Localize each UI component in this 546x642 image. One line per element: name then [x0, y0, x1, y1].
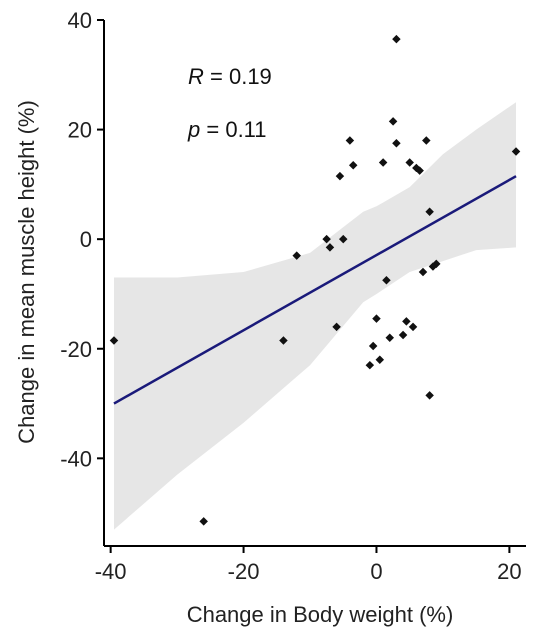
data-point	[382, 276, 391, 285]
x-tick-label: 20	[497, 559, 521, 584]
data-point	[418, 267, 428, 277]
data-point	[432, 259, 441, 269]
data-point	[375, 355, 385, 364]
data-point	[368, 341, 378, 351]
data-point	[385, 333, 395, 343]
data-point	[388, 117, 398, 126]
data-point	[425, 391, 434, 400]
data-point	[365, 360, 375, 370]
r-annotation-value: = 0.19	[210, 64, 272, 89]
data-point	[392, 139, 401, 148]
y-tick-label: 20	[68, 118, 92, 143]
x-tick-label: -20	[228, 559, 260, 584]
x-tick-label: -40	[95, 559, 127, 584]
data-point	[322, 234, 331, 244]
data-point	[292, 251, 301, 260]
data-point	[345, 136, 355, 145]
regression-line	[113, 175, 517, 405]
data-point	[378, 158, 388, 167]
data-point	[332, 322, 341, 332]
y-tick-label: -40	[60, 446, 92, 471]
data-point	[199, 517, 208, 526]
data-point	[398, 330, 408, 340]
x-axis-title: Change in Body weight (%)	[187, 602, 454, 627]
y-tick-label: 0	[80, 227, 92, 252]
data-point	[348, 160, 358, 170]
y-axis-title: Change in mean muscle height (%)	[14, 100, 39, 444]
x-tick-label: 0	[370, 559, 382, 584]
p-annotation-value: = 0.11	[206, 117, 266, 142]
data-point	[279, 336, 288, 345]
data-point	[325, 243, 335, 252]
p-annotation: p = 0.11	[187, 117, 267, 142]
data-point	[339, 234, 348, 244]
ticks: -40 -20 0 20 -40 -20 0 20 40	[60, 8, 521, 584]
data-point	[392, 34, 401, 44]
r-annotation: R = 0.19	[188, 64, 272, 89]
r-annotation-symbol: R	[188, 64, 204, 89]
data-point	[335, 171, 345, 181]
plot-area	[109, 34, 521, 530]
data-point	[415, 166, 424, 175]
data-point	[372, 314, 381, 323]
data-point	[422, 136, 431, 145]
p-annotation-symbol: p	[187, 117, 200, 142]
data-point	[405, 158, 414, 167]
data-point	[408, 322, 418, 332]
y-tick-label: -20	[60, 337, 92, 362]
y-tick-label: 40	[68, 8, 92, 33]
confidence-band	[114, 102, 516, 530]
data-point	[425, 207, 434, 217]
data-point	[109, 336, 119, 345]
data-point	[402, 317, 411, 326]
